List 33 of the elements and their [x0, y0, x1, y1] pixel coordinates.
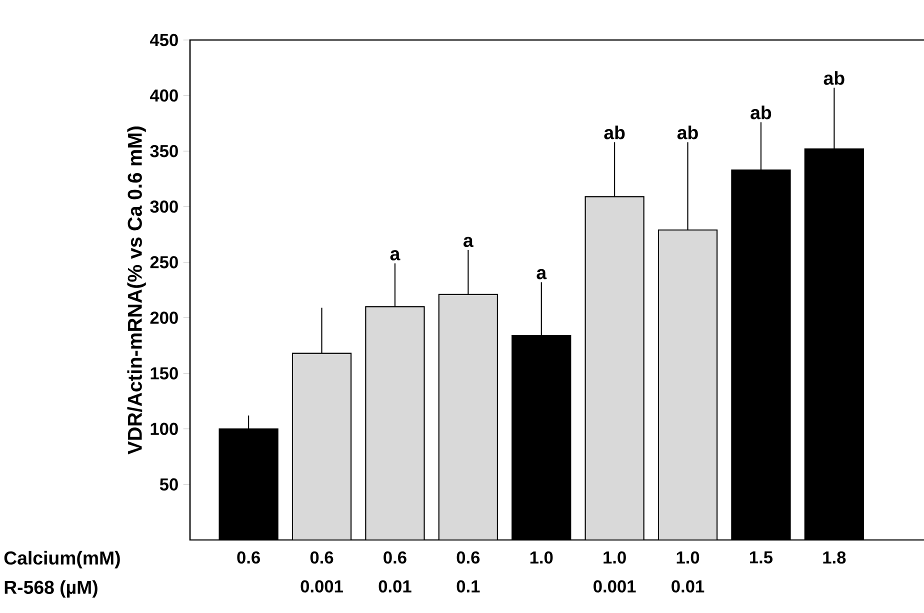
text: Calcium(mM): [4, 550, 120, 568]
x-tick-label: 0.6: [456, 551, 480, 564]
annotation: ab: [824, 71, 844, 85]
annotation: a: [390, 250, 400, 260]
y-tick-label: 200: [150, 312, 178, 324]
y-tick-label: 400: [150, 89, 178, 102]
x-tick-label: 0.6: [237, 551, 260, 564]
annotation: a: [464, 236, 474, 248]
text: 0.01: [672, 580, 704, 593]
annotation: ab: [677, 126, 698, 140]
x-tick-label: 1.8: [823, 551, 846, 564]
text: 0.001: [300, 580, 343, 593]
y-tick-label: 350: [150, 144, 178, 158]
text: R-568 (µM): [4, 580, 98, 598]
x-tick-label: 0.6: [384, 551, 406, 564]
x-tick-label: 1.0: [530, 551, 553, 564]
x-tick-label: 1.5: [750, 551, 773, 564]
y-tick-label: 300: [150, 200, 178, 213]
annotation: ab: [750, 106, 772, 120]
text: 0.1: [456, 580, 480, 593]
text: 0.001: [594, 580, 636, 593]
x-tick-label: 1.0: [604, 551, 626, 564]
text: 0.01: [378, 580, 412, 593]
y-tick-label: 450: [150, 34, 178, 46]
annotation: ab: [604, 126, 625, 140]
y-tick-label: 100: [150, 422, 178, 436]
y-tick-label: 50: [160, 478, 178, 491]
annotation: a: [536, 269, 547, 280]
y-tick-label: 150: [150, 367, 178, 380]
y-axis-title: VDR/Actin-mRNA(% vs Ca 0.6 mM): [127, 126, 146, 454]
x-tick-label: 1.0: [676, 551, 700, 564]
y-tick-label: 250: [150, 256, 178, 268]
x-tick-label: 0.6: [310, 551, 334, 564]
